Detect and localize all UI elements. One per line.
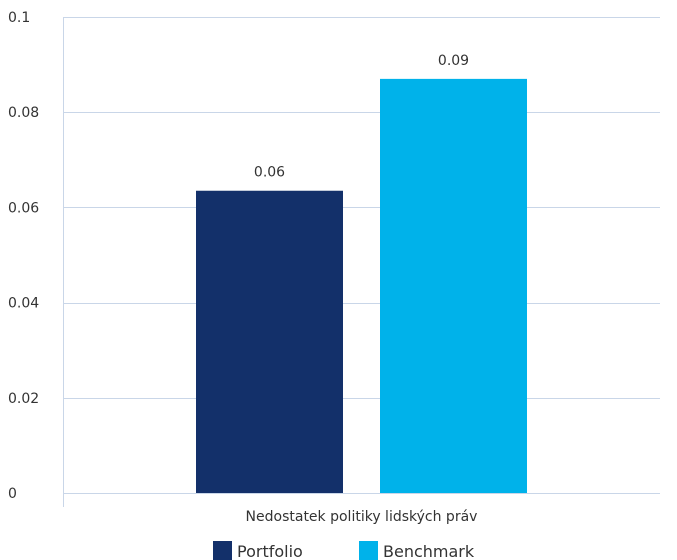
data-label-portfolio: 0.06 xyxy=(254,165,285,181)
legend-label-portfolio: Portfolio xyxy=(237,542,303,560)
y-tick-label: 0.02 xyxy=(8,391,39,407)
legend-swatch-benchmark xyxy=(359,541,378,560)
y-tick-label: 0 xyxy=(8,486,17,502)
y-tick-label: 0.04 xyxy=(8,296,39,312)
legend-label-benchmark: Benchmark xyxy=(383,542,475,560)
y-tick-label: 0.08 xyxy=(8,105,39,121)
data-label-benchmark: 0.09 xyxy=(438,53,469,69)
bar-benchmark xyxy=(380,78,527,493)
y-tick-label: 0.06 xyxy=(8,200,39,216)
legend-swatch-portfolio xyxy=(213,541,232,560)
x-category-label: Nedostatek politiky lidských práv xyxy=(246,509,478,525)
y-tick-label: 0.1 xyxy=(8,10,30,26)
bar-portfolio xyxy=(196,190,343,494)
